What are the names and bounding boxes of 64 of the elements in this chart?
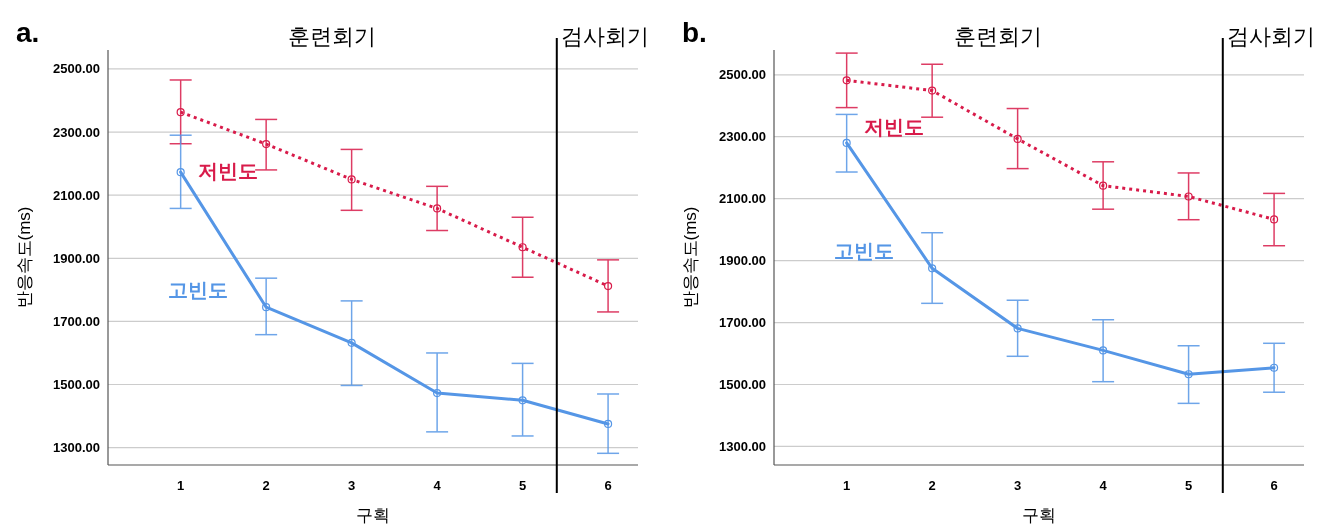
point: [262, 303, 271, 312]
x-tick-label: 1: [843, 477, 851, 493]
x-tick-label: 2: [928, 477, 936, 493]
y-tick-label: 1500.00: [53, 377, 100, 393]
chart-title: b.: [682, 17, 707, 48]
point: [1099, 181, 1108, 190]
point: [928, 264, 937, 273]
point: [1184, 192, 1193, 201]
point: [433, 388, 442, 398]
y-tick-label: 1900.00: [53, 250, 100, 266]
point: [347, 338, 356, 347]
point: [928, 86, 937, 95]
text: 훈련회기: [954, 24, 1043, 49]
point: [518, 243, 527, 252]
x-tick-label: 4: [1099, 477, 1108, 493]
series-label: 고빈도: [167, 279, 228, 302]
point: [176, 108, 185, 117]
x-tick-label: 6: [604, 477, 612, 493]
y-tick-label: 2500.00: [53, 61, 100, 77]
point: [1099, 346, 1108, 355]
y-tick-label: 1700.00: [53, 313, 100, 329]
x-tick-label: 5: [1184, 477, 1193, 493]
series-label: 고빈도: [833, 240, 894, 263]
point: [347, 175, 356, 184]
y-tick-label: 2100.00: [53, 187, 100, 203]
text: 훈련회기: [288, 24, 377, 49]
point: [1013, 324, 1022, 333]
y-tick-label: 2500.00: [719, 67, 766, 83]
x-tick-label: 5: [518, 477, 527, 493]
point: [518, 396, 527, 405]
x-tick-label: 3: [1014, 477, 1022, 493]
chart-title: a.: [16, 17, 40, 48]
series-label: 저빈도: [863, 115, 924, 138]
point: [842, 76, 851, 85]
x-axis-title: 구획: [1022, 506, 1056, 525]
y-tick-label: 1700.00: [719, 315, 766, 331]
point: [1269, 363, 1279, 372]
point: [1269, 215, 1279, 224]
point: [433, 204, 442, 213]
y-tick-label: 1900.00: [719, 253, 766, 269]
y-axis-title: 반응속도(ms): [15, 206, 34, 309]
x-axis-title: 구획: [356, 506, 390, 525]
series-label: 저빈도: [197, 159, 258, 182]
point: [176, 168, 185, 177]
y-tick-label: 1500.00: [719, 377, 766, 393]
point: [262, 139, 271, 149]
point: [1184, 370, 1193, 379]
y-tick-label: 2300.00: [53, 124, 100, 140]
y-tick-label: 1300.00: [719, 438, 766, 454]
y-tick-label: 2100.00: [719, 191, 766, 207]
point: [842, 138, 851, 148]
text: 검사회기: [560, 24, 649, 49]
x-tick-label: 1: [177, 477, 185, 493]
x-tick-label: 2: [262, 477, 270, 493]
point: [603, 281, 613, 291]
text: 검사회기: [1226, 24, 1315, 49]
y-tick-label: 1300.00: [53, 440, 100, 456]
x-tick-label: 3: [348, 477, 356, 493]
point: [603, 419, 613, 429]
x-tick-label: 4: [433, 477, 442, 493]
y-tick-label: 2300.00: [719, 129, 766, 145]
y-axis-title: 반응속도(ms): [681, 206, 700, 309]
point: [1013, 134, 1022, 143]
x-tick-label: 6: [1270, 477, 1278, 493]
